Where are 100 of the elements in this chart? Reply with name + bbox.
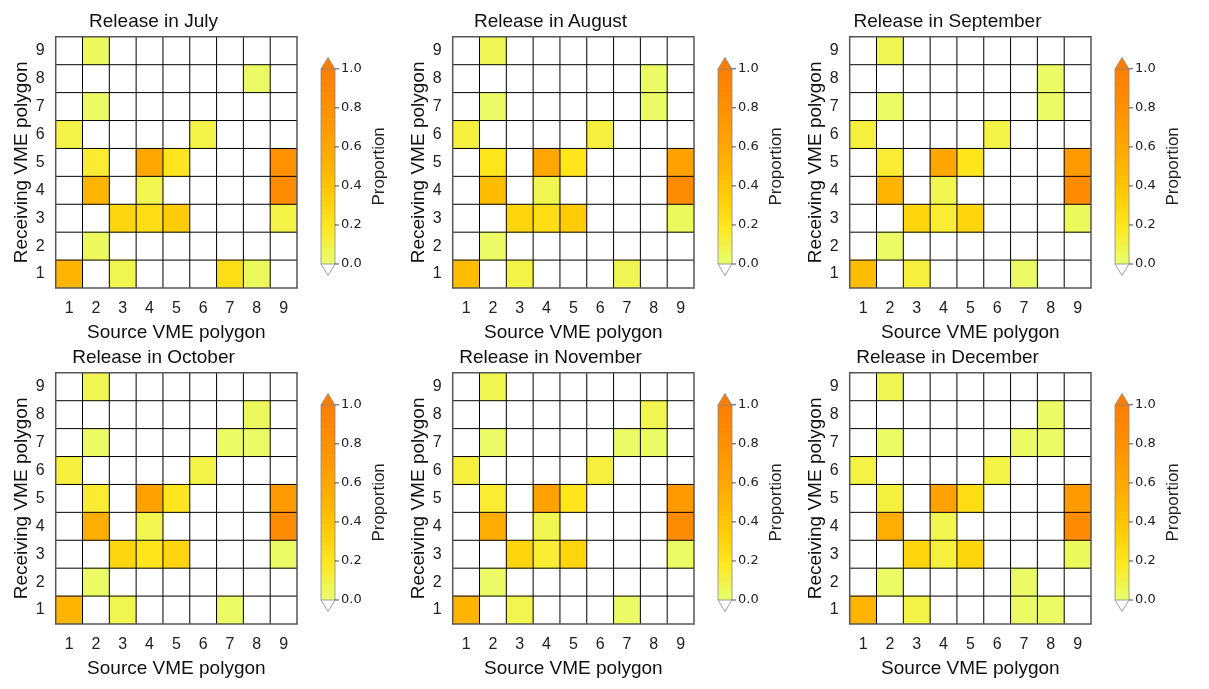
color-bar-label: 0.2 bbox=[1135, 216, 1156, 232]
y-tick-label: 5 bbox=[35, 488, 45, 506]
x-tick-label: 8 bbox=[252, 299, 262, 317]
y-tick-label: 7 bbox=[829, 432, 839, 450]
x-tick-label: 9 bbox=[1073, 635, 1083, 653]
y-tick-label: 5 bbox=[432, 152, 442, 170]
color-bar-label: 1.0 bbox=[738, 396, 759, 412]
x-tick-label: 8 bbox=[1046, 299, 1056, 317]
y-axis-title: Receiving VME polygon bbox=[9, 397, 31, 600]
y-tick-label: 2 bbox=[432, 236, 442, 254]
x-tick-label: 5 bbox=[568, 635, 578, 653]
y-tick-label: 1 bbox=[432, 600, 442, 618]
y-tick-label: 1 bbox=[829, 600, 839, 618]
x-tick-label: 4 bbox=[939, 635, 949, 653]
color-bar-label: 0.4 bbox=[1135, 513, 1156, 529]
y-tick-label: 9 bbox=[432, 377, 442, 395]
y-tick-label: 6 bbox=[35, 124, 45, 142]
y-tick-label: 9 bbox=[829, 41, 839, 59]
x-axis-title: Source VME polygon bbox=[881, 320, 1060, 342]
x-tick-label: 3 bbox=[912, 635, 922, 653]
color-bar-title: Proportion bbox=[765, 127, 785, 206]
y-axis-title: Receiving VME polygon bbox=[406, 397, 428, 600]
x-tick-label: 9 bbox=[279, 299, 289, 317]
x-tick-label: 3 bbox=[515, 635, 525, 653]
color-bar-label: 0.4 bbox=[738, 513, 759, 529]
color-bar-label: 1.0 bbox=[1135, 60, 1156, 76]
y-tick-label: 6 bbox=[829, 124, 839, 142]
x-tick-label: 1 bbox=[858, 635, 868, 653]
x-tick-label: 4 bbox=[145, 299, 155, 317]
color-bar-label: 0.8 bbox=[341, 435, 362, 451]
x-tick-label: 8 bbox=[252, 635, 262, 653]
y-tick-label: 1 bbox=[432, 264, 442, 282]
y-tick-label: 8 bbox=[432, 405, 442, 423]
color-bar-label: 0.0 bbox=[738, 591, 759, 607]
x-tick-label: 6 bbox=[992, 635, 1002, 653]
x-tick-label: 3 bbox=[912, 299, 922, 317]
y-tick-label: 8 bbox=[829, 405, 839, 423]
color-bar-label: 0.4 bbox=[341, 513, 362, 529]
color-bar-label: 0.0 bbox=[1135, 255, 1156, 271]
x-tick-label: 6 bbox=[595, 299, 605, 317]
y-tick-label: 9 bbox=[432, 41, 442, 59]
x-tick-label: 2 bbox=[885, 299, 895, 317]
color-bar-label: 0.6 bbox=[341, 138, 362, 154]
x-tick-label: 7 bbox=[622, 635, 632, 653]
y-tick-label: 8 bbox=[829, 69, 839, 87]
x-tick-label: 6 bbox=[198, 635, 208, 653]
y-tick-label: 2 bbox=[829, 572, 839, 590]
color-bar-label: 0.0 bbox=[341, 591, 362, 607]
x-tick-label: 7 bbox=[225, 299, 235, 317]
color-bar-title: Proportion bbox=[1162, 127, 1182, 206]
x-tick-label: 1 bbox=[461, 299, 471, 317]
y-tick-label: 6 bbox=[829, 460, 839, 478]
x-tick-label: 2 bbox=[488, 299, 498, 317]
x-tick-label: 2 bbox=[91, 299, 101, 317]
y-tick-label: 7 bbox=[829, 96, 839, 114]
y-tick-label: 3 bbox=[432, 208, 442, 226]
color-bar-label: 0.6 bbox=[341, 474, 362, 490]
color-bar-title: Proportion bbox=[368, 127, 388, 206]
x-axis-title: Source VME polygon bbox=[87, 656, 266, 678]
chart-title: Release in October bbox=[72, 345, 236, 367]
x-axis-title: Source VME polygon bbox=[484, 320, 663, 342]
color-bar-label: 0.6 bbox=[1135, 138, 1156, 154]
x-tick-label: 2 bbox=[488, 635, 498, 653]
x-tick-label: 5 bbox=[965, 299, 975, 317]
chart-title: Release in July bbox=[89, 9, 219, 31]
y-tick-label: 5 bbox=[829, 488, 839, 506]
y-axis-title: Receiving VME polygon bbox=[406, 61, 428, 264]
y-tick-label: 7 bbox=[432, 432, 442, 450]
color-bar-label: 0.8 bbox=[341, 99, 362, 115]
color-bar-label: 0.4 bbox=[738, 177, 759, 193]
x-tick-label: 1 bbox=[64, 299, 74, 317]
y-tick-label: 2 bbox=[35, 572, 45, 590]
x-tick-label: 9 bbox=[676, 299, 686, 317]
x-tick-label: 5 bbox=[171, 635, 181, 653]
chart-title: Release in August bbox=[473, 9, 628, 31]
y-tick-label: 3 bbox=[432, 544, 442, 562]
y-tick-label: 3 bbox=[829, 208, 839, 226]
x-axis-title: Source VME polygon bbox=[484, 656, 663, 678]
y-tick-label: 4 bbox=[829, 516, 839, 534]
chart-title: Release in September bbox=[853, 9, 1043, 31]
x-tick-label: 6 bbox=[595, 635, 605, 653]
x-tick-label: 3 bbox=[118, 635, 128, 653]
y-axis-title: Receiving VME polygon bbox=[803, 397, 825, 600]
y-tick-label: 8 bbox=[35, 405, 45, 423]
x-tick-label: 3 bbox=[118, 299, 128, 317]
x-tick-label: 7 bbox=[225, 635, 235, 653]
x-tick-label: 6 bbox=[198, 299, 208, 317]
y-tick-label: 5 bbox=[829, 152, 839, 170]
color-bar-label: 0.2 bbox=[738, 216, 759, 232]
y-tick-label: 7 bbox=[35, 432, 45, 450]
y-tick-label: 6 bbox=[35, 460, 45, 478]
color-bar-label: 0.2 bbox=[1135, 552, 1156, 568]
y-tick-label: 6 bbox=[432, 460, 442, 478]
y-tick-label: 1 bbox=[829, 264, 839, 282]
color-bar-label: 0.6 bbox=[1135, 474, 1156, 490]
x-tick-label: 4 bbox=[145, 635, 155, 653]
y-tick-label: 8 bbox=[432, 69, 442, 87]
y-tick-label: 4 bbox=[35, 516, 45, 534]
color-bar-label: 0.2 bbox=[738, 552, 759, 568]
x-tick-label: 9 bbox=[279, 635, 289, 653]
